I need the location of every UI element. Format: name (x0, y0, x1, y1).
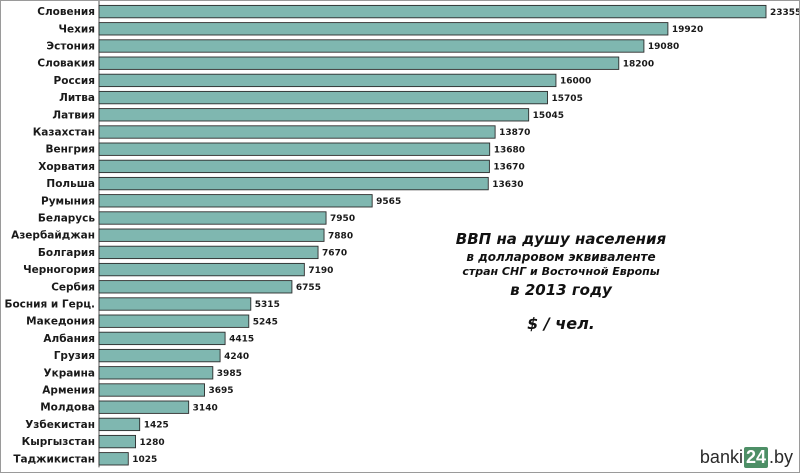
category-label: Македония (26, 316, 95, 328)
bar (98, 331, 226, 346)
data-label: 18200 (623, 59, 654, 69)
category-label: Словакия (37, 58, 95, 70)
category-label: Россия (54, 75, 95, 87)
category-label: Чехия (59, 23, 95, 35)
data-label: 4240 (224, 352, 249, 362)
category-label: Украина (43, 367, 95, 379)
category-label: Румыния (41, 195, 95, 207)
data-label: 13670 (493, 163, 524, 173)
data-label: 13680 (494, 145, 525, 155)
chart-unit-label: $ / чел. (527, 313, 595, 333)
chart-title-line-4: в 2013 году (510, 281, 612, 300)
data-label: 15705 (552, 94, 583, 104)
data-label: 6755 (296, 283, 321, 293)
category-label: Хорватия (38, 161, 95, 173)
category-label: Беларусь (38, 213, 95, 225)
bar (98, 108, 530, 122)
brand-prefix: banki (699, 447, 743, 467)
category-label: Венгрия (46, 144, 95, 156)
data-label: 3985 (217, 369, 242, 379)
bar (98, 176, 489, 191)
bar (98, 39, 645, 53)
bar (98, 159, 490, 174)
category-label: Казахстан (33, 127, 95, 139)
bar (98, 245, 319, 260)
brand-number: 24 (743, 447, 768, 468)
category-label: Босния и Герц. (4, 299, 95, 311)
bar (98, 73, 557, 88)
bar (98, 194, 373, 208)
bar (98, 262, 305, 277)
bar (98, 211, 327, 225)
data-label: 3695 (209, 386, 234, 396)
data-label: 3140 (193, 403, 218, 413)
data-label: 7670 (322, 249, 347, 259)
chart-title-line-2: в долларовом эквиваленте (466, 250, 656, 265)
bar (98, 452, 129, 466)
category-label: Азербайджан (11, 230, 95, 242)
bar (98, 4, 767, 19)
data-label: 1425 (144, 421, 169, 431)
bar (98, 90, 548, 105)
data-label: 19920 (672, 25, 703, 35)
category-label: Кыргызстан (22, 436, 95, 448)
data-label: 15045 (533, 111, 564, 121)
data-label: 5315 (255, 300, 280, 310)
category-label: Таджикистан (13, 453, 95, 465)
chart-title-line-1: ВВП на душу населения (455, 230, 667, 248)
data-label: 1025 (132, 455, 157, 465)
data-label: 4415 (229, 335, 254, 345)
category-label: Литва (59, 92, 95, 104)
bar (98, 366, 214, 380)
bar (98, 297, 252, 311)
category-label: Латвия (52, 109, 95, 121)
data-label: 5245 (253, 317, 278, 327)
category-label: Польша (46, 178, 95, 190)
bar (98, 142, 491, 156)
category-label: Черногория (23, 264, 95, 276)
data-label: 7950 (330, 214, 355, 224)
bar (98, 434, 137, 449)
category-label: Эстония (46, 41, 95, 53)
category-label: Албания (43, 333, 95, 345)
bar (98, 56, 620, 70)
data-label: 1280 (140, 438, 165, 448)
category-label: Армения (42, 385, 95, 397)
bar (98, 228, 325, 242)
data-label: 7880 (328, 231, 353, 241)
data-label: 19080 (648, 42, 679, 52)
category-label: Молдова (40, 402, 95, 414)
bar (98, 383, 205, 397)
bar (98, 280, 293, 294)
category-label: Узбекистан (25, 419, 95, 431)
category-label: Грузия (54, 350, 95, 362)
data-label: 13630 (492, 180, 523, 190)
category-label: Словения (37, 6, 95, 18)
data-label: 23355 (770, 8, 799, 18)
brand-logo[interactable]: banki 24 .by (700, 447, 793, 468)
data-label: 13870 (499, 128, 530, 138)
chart-title-block: ВВП на душу населения в долларовом эквив… (421, 229, 701, 334)
data-label: 7190 (308, 266, 333, 276)
bar (98, 314, 250, 328)
bar (98, 125, 496, 139)
bar (98, 400, 190, 414)
bar (98, 22, 669, 36)
category-label: Сербия (51, 281, 95, 293)
chart-title-line-3: стран СНГ и Восточной Европы (462, 265, 660, 279)
data-label: 16000 (560, 77, 591, 87)
data-label: 9565 (376, 197, 401, 207)
bar (98, 348, 221, 363)
bar (98, 417, 141, 432)
brand-suffix: .by (768, 447, 793, 467)
category-label: Болгария (38, 247, 95, 259)
